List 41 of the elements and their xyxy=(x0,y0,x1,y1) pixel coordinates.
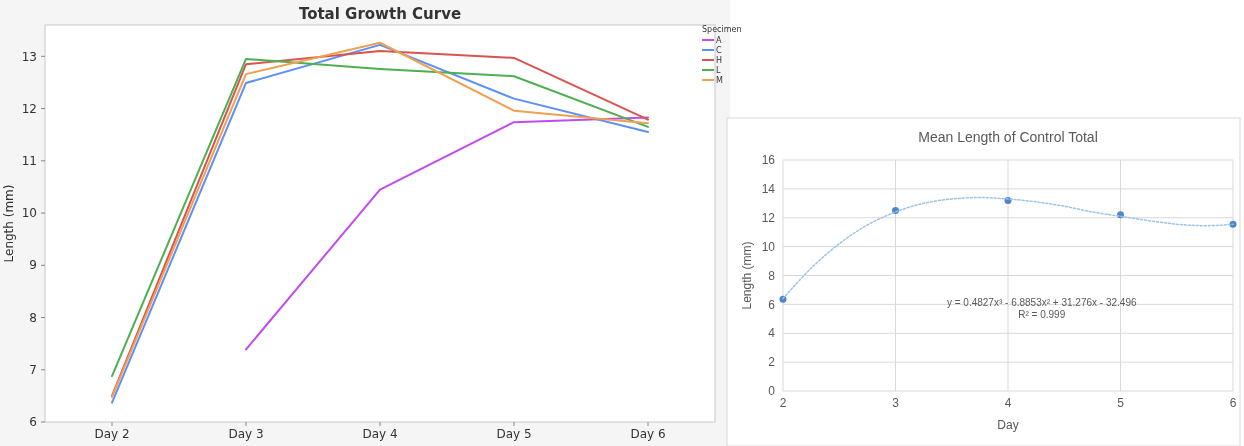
y-tick-label: 9 xyxy=(29,258,37,273)
legend-label: H xyxy=(716,55,723,65)
y-tick-label: 8 xyxy=(29,310,37,325)
legend-label: A xyxy=(716,35,722,45)
legend-label: C xyxy=(716,45,722,55)
x-axis-title: Day xyxy=(997,418,1019,432)
y-tick-label: 10 xyxy=(761,239,776,254)
annotation: R² = 0.999 xyxy=(1018,308,1066,320)
x-tick-label: 6 xyxy=(1229,396,1237,410)
y-tick-label: 2 xyxy=(768,355,776,370)
x-tick-label: Day 5 xyxy=(496,427,532,441)
legend-label: L xyxy=(716,65,721,75)
y-tick-label: 8 xyxy=(768,268,776,283)
y-tick-label: 4 xyxy=(768,326,776,341)
legend-label: M xyxy=(716,75,723,85)
x-tick-label: 2 xyxy=(779,396,787,410)
y-axis-title: Length (mm) xyxy=(2,184,16,263)
y-tick-label: 16 xyxy=(761,153,776,168)
chart-title: Mean Length of Control Total xyxy=(918,129,1098,145)
y-tick-label: 7 xyxy=(29,362,37,377)
y-tick-label: 12 xyxy=(761,210,776,225)
y-tick-label: 6 xyxy=(29,415,37,430)
x-tick-label: 5 xyxy=(1117,396,1125,410)
y-tick-label: 11 xyxy=(21,154,37,169)
x-tick-label: 3 xyxy=(892,396,900,410)
y-axis-title: Length (mm) xyxy=(740,241,754,310)
y-tick-label: 12 xyxy=(21,101,37,116)
x-tick-label: Day 2 xyxy=(94,427,130,441)
x-tick-label: Day 6 xyxy=(630,427,666,441)
y-tick-label: 13 xyxy=(21,49,37,64)
x-tick-label: 4 xyxy=(1004,396,1012,410)
y-tick-label: 6 xyxy=(768,297,776,312)
x-tick-label: Day 4 xyxy=(362,427,398,441)
y-tick-label: 10 xyxy=(21,206,37,221)
annotation: y = 0.4827x³ - 6.8853x² + 31.276x - 32.496 xyxy=(946,296,1137,308)
chart-title: Total Growth Curve xyxy=(298,5,462,23)
y-tick-label: 14 xyxy=(761,182,776,197)
line-series xyxy=(245,116,649,351)
x-tick-label: Day 3 xyxy=(228,427,264,441)
legend-title: Specimen xyxy=(702,25,742,34)
y-tick-label: 0 xyxy=(768,384,776,399)
